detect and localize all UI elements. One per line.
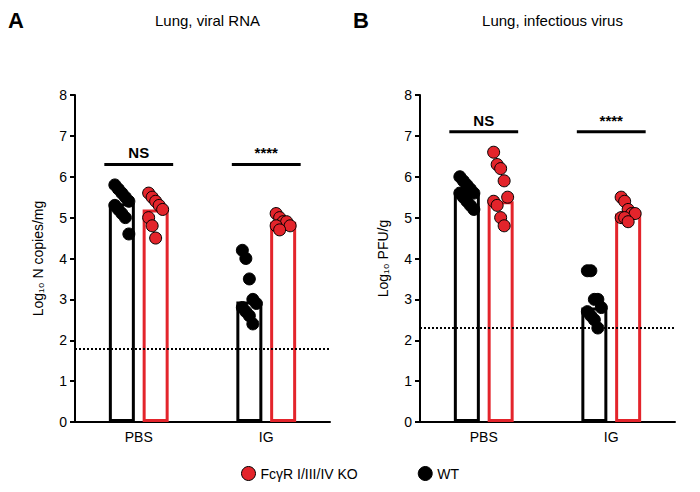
svg-text:Lung, infectious virus: Lung, infectious virus xyxy=(482,12,623,29)
svg-text:0: 0 xyxy=(404,414,412,430)
svg-text:1: 1 xyxy=(404,373,412,389)
svg-text:1: 1 xyxy=(59,373,67,389)
svg-text:Log₁₀ PFU/g: Log₁₀ PFU/g xyxy=(375,220,391,297)
svg-text:IG: IG xyxy=(259,429,274,445)
svg-text:8: 8 xyxy=(59,87,67,103)
svg-text:PBS: PBS xyxy=(125,429,153,445)
svg-text:5: 5 xyxy=(59,210,67,226)
svg-text:A: A xyxy=(8,8,24,33)
svg-text:FcγR I/III/IV KO: FcγR I/III/IV KO xyxy=(261,466,358,482)
svg-text:3: 3 xyxy=(404,291,412,307)
svg-text:7: 7 xyxy=(59,128,67,144)
svg-text:WT: WT xyxy=(437,466,459,482)
svg-text:6: 6 xyxy=(404,169,412,185)
svg-text:0: 0 xyxy=(59,414,67,430)
svg-text:3: 3 xyxy=(59,291,67,307)
svg-text:****: **** xyxy=(600,112,624,129)
svg-text:****: **** xyxy=(255,144,279,161)
svg-text:5: 5 xyxy=(404,210,412,226)
svg-text:NS: NS xyxy=(473,112,494,129)
svg-text:IG: IG xyxy=(604,429,619,445)
svg-text:NS: NS xyxy=(128,144,149,161)
svg-text:Log₁₀ N copies/mg: Log₁₀ N copies/mg xyxy=(30,201,46,317)
svg-text:Lung, viral RNA: Lung, viral RNA xyxy=(155,12,260,29)
svg-text:2: 2 xyxy=(404,332,412,348)
svg-text:8: 8 xyxy=(404,87,412,103)
svg-text:7: 7 xyxy=(404,128,412,144)
svg-text:PBS: PBS xyxy=(470,429,498,445)
svg-text:6: 6 xyxy=(59,169,67,185)
svg-text:4: 4 xyxy=(404,251,412,267)
svg-text:4: 4 xyxy=(59,251,67,267)
svg-text:B: B xyxy=(353,8,369,33)
svg-text:2: 2 xyxy=(59,332,67,348)
